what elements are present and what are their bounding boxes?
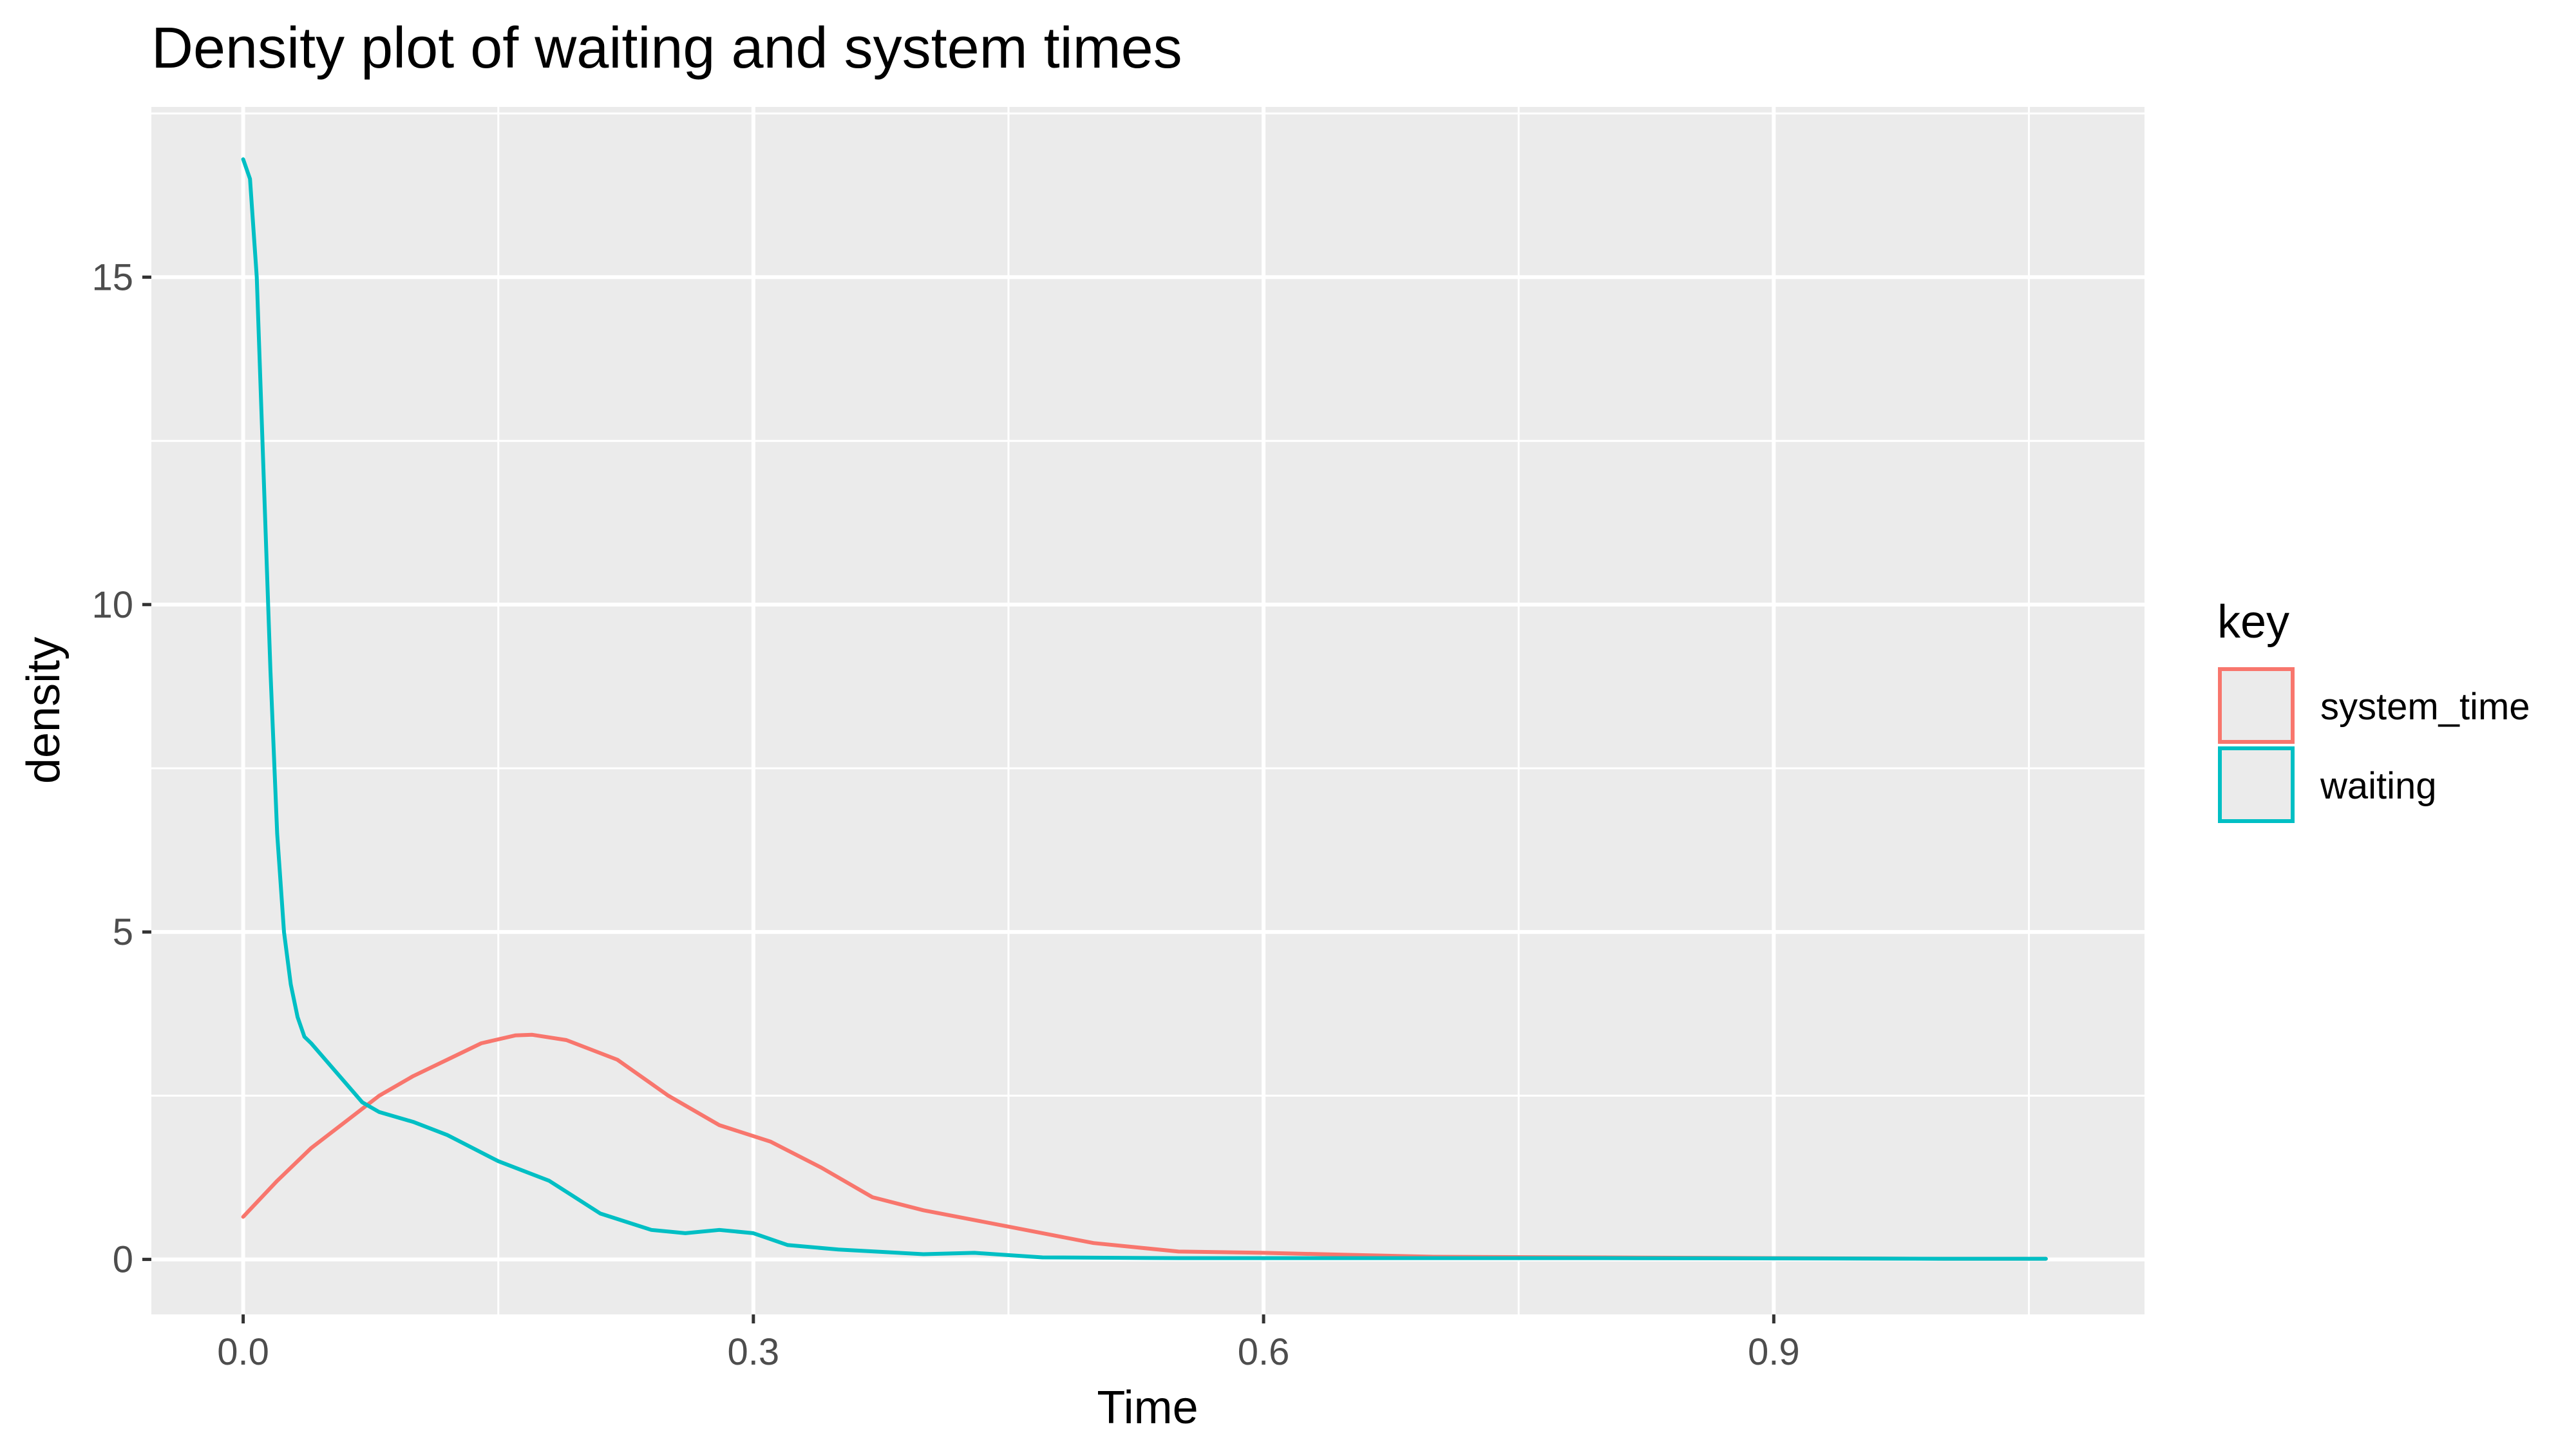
x-tick-label: 0.0 xyxy=(217,1331,269,1373)
y-tick-label: 15 xyxy=(91,256,133,298)
legend-label-system-time: system_time xyxy=(2320,686,2530,728)
chart-title: Density plot of waiting and system times xyxy=(151,16,1182,80)
minor-gridlines xyxy=(151,107,2145,1314)
x-tick-label: 0.6 xyxy=(1238,1331,1290,1373)
series-line-waiting xyxy=(241,157,2048,1261)
series-line-system-time xyxy=(241,1032,2048,1261)
y-tick-label: 0 xyxy=(113,1239,133,1281)
y-axis: 0 5 10 15 xyxy=(91,256,151,1281)
plot-panel xyxy=(151,107,2145,1314)
series-layer xyxy=(241,157,2048,1261)
legend-title: key xyxy=(2217,596,2289,648)
legend-key-system-time xyxy=(2218,667,2295,744)
legend-key-waiting xyxy=(2218,746,2295,823)
legend-label-waiting: waiting xyxy=(2320,765,2437,807)
y-tick-label: 10 xyxy=(91,584,133,626)
x-tick-label: 0.3 xyxy=(728,1331,780,1373)
x-axis: 0.0 0.3 0.6 0.9 xyxy=(217,1314,1800,1373)
y-axis-title: density xyxy=(18,637,70,784)
legend: key system_time waiting xyxy=(2217,596,2530,823)
y-tick-label: 5 xyxy=(113,911,133,953)
legend-item-system-time: system_time xyxy=(2218,667,2530,744)
x-axis-title: Time xyxy=(1097,1382,1198,1434)
x-tick-label: 0.9 xyxy=(1748,1331,1800,1373)
legend-item-waiting: waiting xyxy=(2218,746,2437,823)
